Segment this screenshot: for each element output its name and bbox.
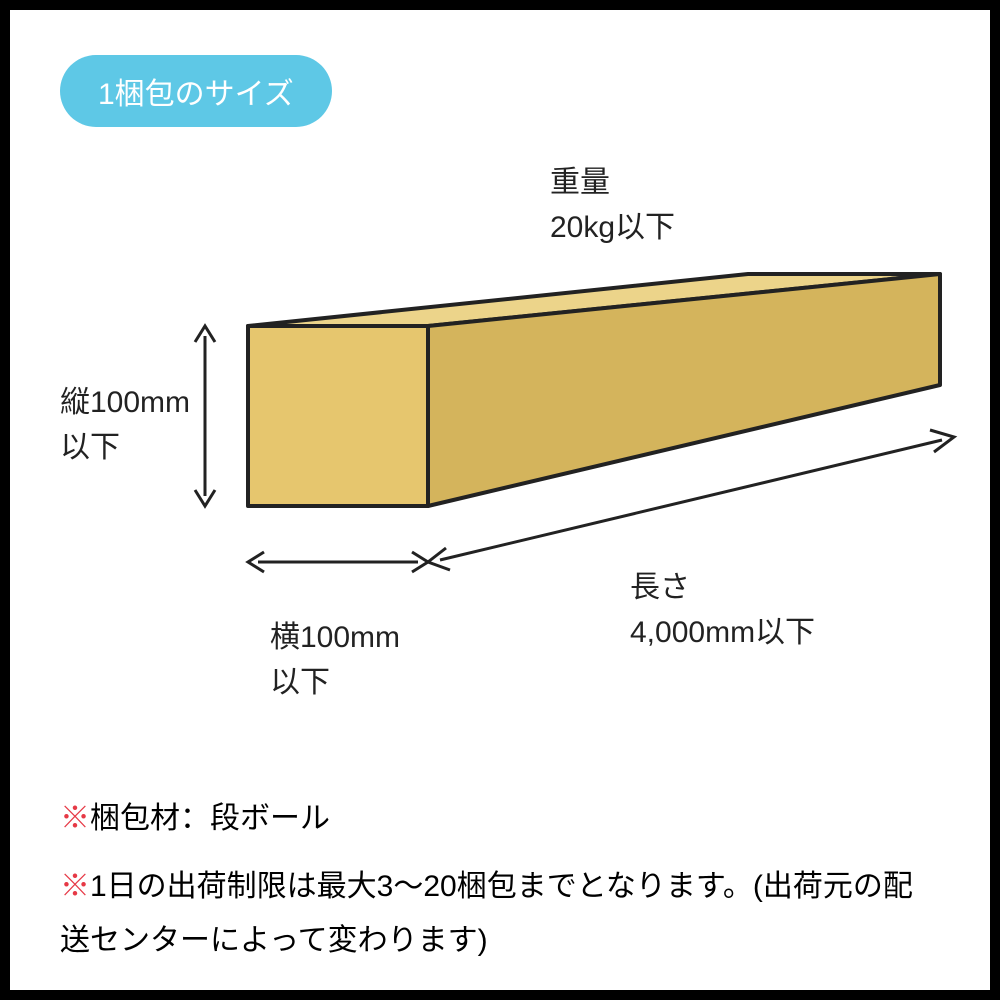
length-title: 長さ [630, 565, 815, 610]
note-prefix-2: ※ [60, 870, 90, 903]
box-front-face [248, 326, 428, 506]
notes-block: ※梱包材：段ボール ※1日の出荷制限は最大3～20梱包までとなります。(出荷元の… [60, 792, 940, 968]
note-1: ※梱包材：段ボール [60, 792, 940, 846]
width-title: 横100mm [270, 615, 400, 660]
note-prefix-1: ※ [60, 802, 90, 835]
weight-title: 重量 [550, 160, 675, 205]
height-label: 縦100mm 以下 [60, 380, 190, 470]
length-value: 4,000mm以下 [630, 610, 815, 655]
width-dimension-arrow [248, 552, 428, 572]
note-2-text: 1日の出荷制限は最大3～20梱包までとなります。(出荷元の配送センターによって変… [60, 870, 913, 957]
width-label: 横100mm 以下 [270, 615, 400, 705]
note-1-text: 梱包材：段ボール [90, 802, 330, 835]
weight-value: 20kg以下 [550, 205, 675, 250]
note-2: ※1日の出荷制限は最大3～20梱包までとなります。(出荷元の配送センターによって… [60, 860, 940, 968]
height-dimension-arrow: "> [195, 326, 215, 506]
height-sub: 以下 [60, 425, 190, 470]
diagram-frame: 1梱包のサイズ "> 重量 20kg以下 [0, 0, 1000, 1000]
length-label: 長さ 4,000mm以下 [630, 565, 815, 655]
weight-label: 重量 20kg以下 [550, 160, 675, 250]
width-sub: 以下 [270, 660, 400, 705]
height-title: 縦100mm [60, 380, 190, 425]
